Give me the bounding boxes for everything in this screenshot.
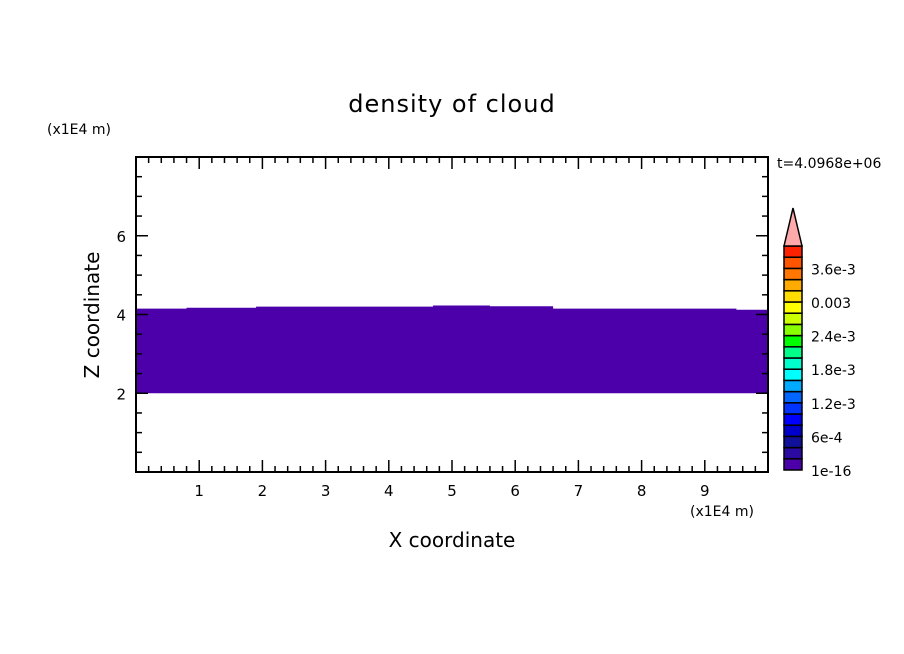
colorbar-tick-label: 0.003 bbox=[811, 296, 851, 312]
x-tick-label: 7 bbox=[574, 482, 584, 500]
colorbar-box bbox=[783, 301, 803, 314]
colorbar-box bbox=[783, 256, 803, 270]
colorbar-box bbox=[783, 402, 803, 415]
colorbar-box bbox=[783, 245, 803, 258]
colorbar-tick-label: 2.4e-3 bbox=[811, 330, 856, 346]
cloud-band bbox=[136, 305, 768, 394]
x-tick-label: 8 bbox=[637, 482, 647, 500]
colorbar-tick-label: 6e-4 bbox=[811, 430, 843, 446]
colorbar-tick-label: 1e-16 bbox=[811, 464, 851, 480]
colorbar-box bbox=[783, 267, 803, 281]
y-unit-label: (x1E4 m) bbox=[47, 122, 111, 138]
x-tick-label: 2 bbox=[258, 482, 268, 500]
plot-area: 1 2 3 4 5 6 7 8 9 2 4 6 bbox=[116, 156, 769, 500]
x-axis-label: X coordinate bbox=[389, 528, 516, 552]
colorbar-box bbox=[783, 446, 803, 460]
colorbar-box bbox=[783, 290, 803, 303]
y-tick-label: 6 bbox=[116, 228, 126, 246]
colorbar-tick-label: 1.2e-3 bbox=[811, 397, 856, 413]
colorbar-box bbox=[783, 379, 803, 393]
x-tick-label: 9 bbox=[700, 482, 710, 500]
colorbar: 1e-16 6e-4 1.2e-3 1.8e-3 2.4e-3 0.003 3.6e-3 bbox=[783, 207, 856, 480]
colorbar-box bbox=[783, 424, 803, 438]
y-axis-label: Z coordinate bbox=[80, 252, 104, 379]
colorbar-extend-arrow bbox=[783, 207, 803, 247]
x-tick-label: 3 bbox=[321, 482, 331, 500]
colorbar-tick-label: 3.6e-3 bbox=[811, 262, 856, 278]
colorbar-box bbox=[783, 458, 803, 471]
colorbar-box bbox=[783, 357, 803, 370]
colorbar-tick-label: 1.8e-3 bbox=[811, 363, 856, 379]
colorbar-box bbox=[783, 334, 803, 348]
colorbar-box bbox=[783, 413, 803, 426]
chart-title: density of cloud bbox=[348, 90, 555, 118]
colorbar-box bbox=[783, 346, 803, 359]
x-tick-label: 4 bbox=[384, 482, 394, 500]
colorbar-box bbox=[783, 390, 803, 404]
y-tick-label: 4 bbox=[116, 307, 126, 325]
colorbar-box bbox=[783, 323, 803, 337]
x-unit-label: (x1E4 m) bbox=[690, 504, 754, 520]
colorbar-box bbox=[783, 278, 803, 292]
colorbar-box bbox=[783, 312, 803, 326]
x-tick-label: 5 bbox=[447, 482, 457, 500]
y-tick-label: 2 bbox=[116, 385, 126, 403]
x-tick-label: 1 bbox=[194, 482, 204, 500]
x-tick-label: 6 bbox=[510, 482, 520, 500]
time-label: t=4.0968e+06 bbox=[777, 156, 881, 172]
colorbar-box bbox=[783, 435, 803, 449]
colorbar-box bbox=[783, 368, 803, 382]
